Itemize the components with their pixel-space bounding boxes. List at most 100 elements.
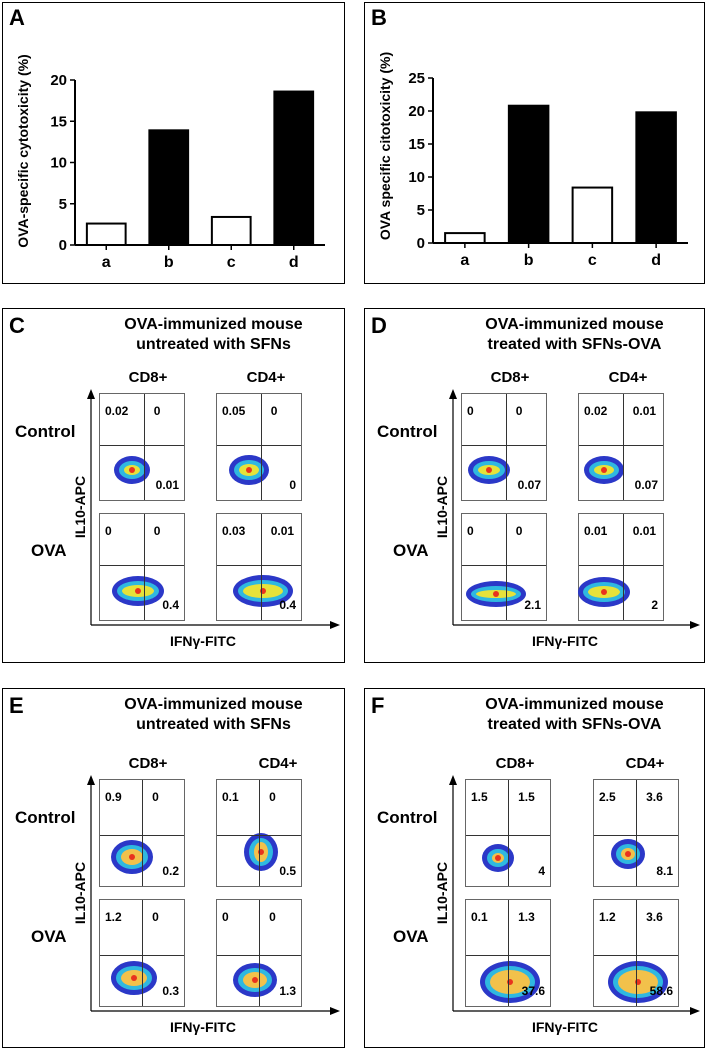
quadrant-divider-v <box>142 780 143 886</box>
quadrant-ul: 0.01 <box>584 524 608 538</box>
quadrant-lr: 58.6 <box>649 984 673 998</box>
y-tick-label: 25 <box>408 70 425 87</box>
y-tick-label: 20 <box>50 72 67 89</box>
y-axis-label: IL10-APC <box>434 475 450 539</box>
column-header-cd4: CD4+ <box>246 369 286 386</box>
quadrant-divider-v <box>142 900 143 1006</box>
x-tick-label-a: a <box>460 252 469 269</box>
row-header-ova: OVA <box>393 927 429 946</box>
y-tick-label: 10 <box>408 169 425 186</box>
quadrant-ur: 0 <box>515 404 523 418</box>
y-tick-label: 0 <box>417 235 425 252</box>
column-header-cd8: CD8+ <box>490 369 530 386</box>
bar-a <box>444 232 486 245</box>
y-axis-label: IL10-APC <box>434 861 450 925</box>
row-header-control: Control <box>15 422 76 441</box>
quadrant-ul: 1.2 <box>599 910 616 924</box>
population-peak <box>494 855 501 862</box>
flow-plot: 0.9 0 0.2 <box>99 779 185 887</box>
population-peak <box>128 467 135 474</box>
y-tick-label: 15 <box>408 136 425 153</box>
quadrant-ur: 0 <box>152 910 159 924</box>
bar-chart-a: 0 5 10 15 20 a b c d <box>50 72 325 271</box>
quadrant-ur: 1.3 <box>518 910 535 924</box>
row-header-control: Control <box>15 808 76 827</box>
quadrant-divider-h <box>466 835 550 837</box>
quadrant-lr: 0.5 <box>279 864 296 878</box>
quadrant-ul: 0 <box>467 404 474 418</box>
quadrant-divider-h <box>579 444 663 446</box>
quadrant-ur: 0 <box>152 790 159 804</box>
quadrant-ul: 1.5 <box>471 790 488 804</box>
row-header-control: Control <box>377 422 438 441</box>
quadrant-ur: 0.01 <box>632 404 657 418</box>
quadrant-ul: 0.9 <box>105 790 122 804</box>
population-peak <box>601 589 608 596</box>
flow-plot: 0 0 0.07 <box>461 393 547 501</box>
x-tick-label-a: a <box>102 254 111 271</box>
column-header-cd4: CD4+ <box>625 755 665 772</box>
panel-label: B <box>371 5 387 30</box>
quadrant-divider-h <box>594 835 678 837</box>
quadrant-lr: 37.6 <box>521 984 545 998</box>
quadrant-lr: 2 <box>651 598 658 612</box>
population-peak <box>492 590 499 597</box>
quadrant-ul: 0.05 <box>222 404 246 418</box>
quadrant-lr: 0.2 <box>162 864 179 878</box>
y-axis-label: OVA-specific cytotoxicity (%) <box>15 54 31 248</box>
bar-chart-b: 0 5 10 15 20 25 a b c d <box>408 70 688 269</box>
quadrant-lr: 2.1 <box>524 598 541 612</box>
quadrant-divider-h <box>462 564 546 566</box>
quadrant-lr: 0.07 <box>634 478 658 492</box>
flow-plot: 0.02 0.01 0.07 <box>578 393 664 501</box>
x-tick-label-c: c <box>227 254 236 271</box>
population-peak <box>506 978 513 985</box>
y-tick-label: 5 <box>59 196 67 213</box>
y-tick-label: 10 <box>50 155 67 172</box>
panel-title: OVA-immunized mouse treated with SFNs-OVA <box>485 696 664 733</box>
flow-plot: 0.1 0 0.5 <box>216 779 302 887</box>
quadrant-divider-v <box>259 780 260 886</box>
panel-label: F <box>371 693 385 718</box>
row-header-ova: OVA <box>393 541 429 560</box>
quadrant-ur: 0 <box>270 404 278 418</box>
population-peak <box>128 854 135 861</box>
quadrant-divider-v <box>505 514 507 620</box>
panel-label: C <box>9 313 25 338</box>
quadrant-lr: 0.07 <box>517 478 541 492</box>
quadrant-ur: 0 <box>153 404 161 418</box>
quadrant-divider-v <box>505 394 507 500</box>
y-tick-label: 5 <box>417 202 425 219</box>
quadrant-ur: 0 <box>153 524 161 538</box>
column-header-cd8: CD8+ <box>495 755 535 772</box>
bar-c <box>210 215 252 246</box>
quadrant-lr: 0.01 <box>155 478 179 492</box>
quadrant-lr: 4 <box>538 864 545 878</box>
quadrant-divider-h <box>100 444 184 446</box>
quadrant-ul: 0 <box>222 910 229 924</box>
quadrant-ur: 0.01 <box>632 524 657 538</box>
quadrant-divider-v <box>508 900 509 1006</box>
quadrant-ur: 3.6 <box>646 910 663 924</box>
quadrant-divider-h <box>466 955 550 957</box>
column-header-cd4: CD4+ <box>258 755 298 772</box>
flow-plot: 2.5 3.6 8.1 <box>593 779 679 887</box>
bar-b <box>507 104 550 244</box>
quadrant-ur: 0 <box>515 524 523 538</box>
population-peak <box>245 467 252 474</box>
population-peak <box>251 976 258 983</box>
panel-c: C OVA-immunized mouse untreated with SFNs… <box>2 308 345 663</box>
x-axis-label: IFNγ-FITC <box>169 633 237 649</box>
x-axis-label: IFNγ-FITC <box>531 633 599 649</box>
population-peak <box>130 975 137 982</box>
flow-plot: 0.01 0.01 2 <box>578 513 664 621</box>
quadrant-ul: 1.2 <box>105 910 122 924</box>
quadrant-divider-h <box>100 564 184 566</box>
flow-plot: 1.2 3.6 58.6 <box>593 899 679 1007</box>
bar-d <box>635 111 677 244</box>
quadrant-lr: 0.4 <box>279 598 296 612</box>
quadrant-lr: 0.3 <box>162 984 179 998</box>
quadrant-ul: 0 <box>467 524 474 538</box>
population-peak <box>634 978 641 985</box>
quadrant-divider-v <box>259 900 260 1006</box>
